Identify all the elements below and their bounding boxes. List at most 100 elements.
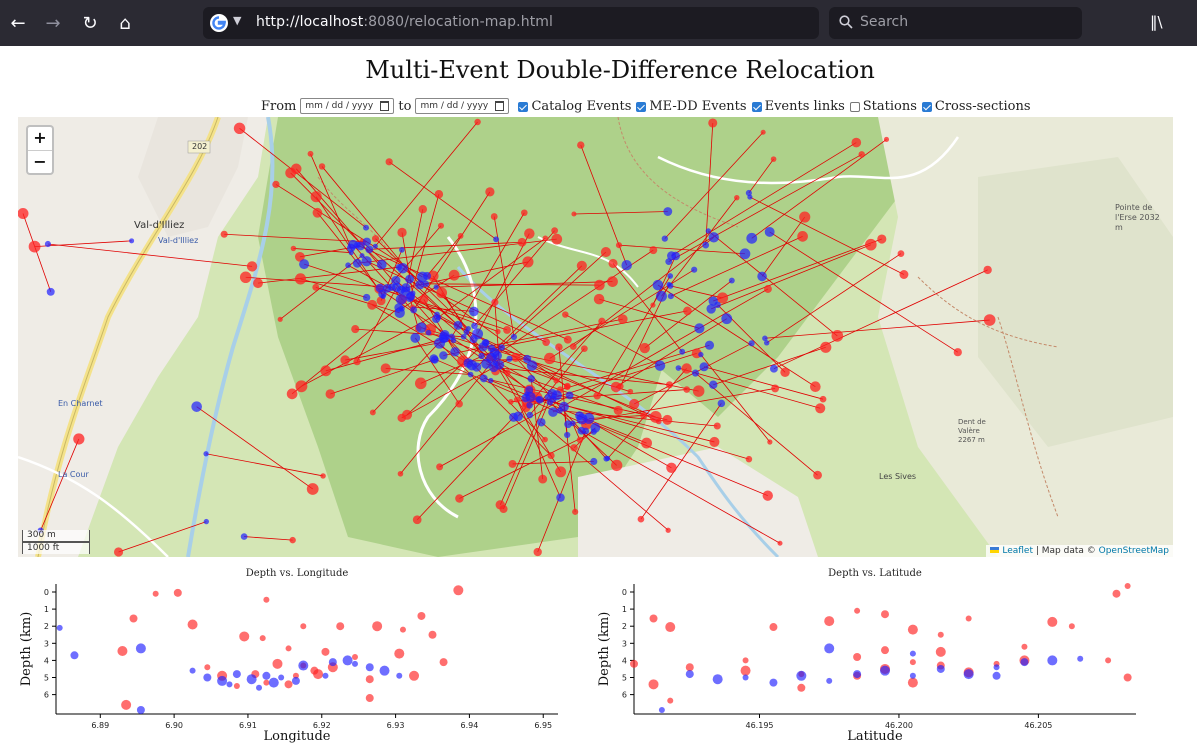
map-place-label: Dent de Valère 2267 m bbox=[958, 418, 986, 444]
medd-event-marker bbox=[439, 334, 449, 343]
event-link bbox=[537, 430, 587, 553]
medd-event-marker bbox=[548, 407, 558, 417]
data-point bbox=[135, 643, 146, 654]
medd-event-marker bbox=[582, 427, 590, 435]
catalog-event-marker bbox=[692, 385, 705, 397]
catalog-event-marker bbox=[18, 207, 29, 219]
medd-event-marker bbox=[708, 232, 719, 243]
data-point bbox=[909, 659, 916, 666]
scale-bar: 300 m 1000 ft bbox=[22, 530, 90, 554]
map-attribution: Leaflet | Map data © OpenStreetMap bbox=[986, 545, 1173, 557]
catalog-event-marker bbox=[564, 383, 571, 391]
medd-event-marker bbox=[506, 355, 513, 362]
checkbox-stations[interactable] bbox=[849, 102, 860, 112]
zoom-in-button[interactable]: + bbox=[28, 127, 52, 151]
from-date-input[interactable]: mm / dd / yyyy bbox=[300, 98, 395, 114]
data-point bbox=[993, 664, 1000, 671]
forward-icon[interactable]: → bbox=[45, 12, 61, 34]
catalog-event-marker bbox=[474, 118, 481, 126]
medd-event-marker bbox=[527, 375, 535, 383]
event-link bbox=[357, 244, 568, 341]
event-link bbox=[766, 253, 902, 344]
medd-event-marker bbox=[706, 304, 716, 314]
event-link bbox=[615, 318, 727, 388]
data-point bbox=[936, 664, 945, 673]
home-icon[interactable]: ⌂ bbox=[119, 12, 131, 34]
event-link bbox=[433, 358, 587, 425]
medd-event-marker bbox=[365, 245, 374, 254]
catalog-event-marker bbox=[522, 256, 534, 268]
catalog-event-marker bbox=[220, 230, 228, 238]
catalog-event-marker bbox=[831, 330, 844, 342]
catalog-event-marker bbox=[325, 389, 336, 399]
catalog-event-marker bbox=[524, 228, 535, 239]
y-tick-label: 6 bbox=[622, 691, 627, 700]
catalog-event-marker bbox=[369, 409, 376, 416]
data-point bbox=[1077, 655, 1084, 662]
to-date-input[interactable]: mm / dd / yyyy bbox=[415, 98, 510, 114]
catalog-event-marker bbox=[777, 540, 783, 546]
osm-link[interactable]: OpenStreetMap bbox=[1098, 546, 1169, 556]
event-link bbox=[375, 121, 478, 247]
catalog-event-marker bbox=[662, 414, 673, 425]
y-tick-label: 2 bbox=[622, 622, 627, 631]
medd-event-marker bbox=[746, 232, 758, 244]
chart-title: Depth vs. Longitude bbox=[246, 568, 349, 579]
medd-event-marker bbox=[129, 238, 135, 244]
calendar-icon[interactable] bbox=[380, 101, 390, 111]
medd-event-marker bbox=[460, 333, 467, 340]
x-axis-label: Latitude bbox=[847, 729, 903, 744]
catalog-event-marker bbox=[551, 227, 559, 235]
y-tick-label: 2 bbox=[44, 622, 49, 631]
back-icon[interactable]: ← bbox=[10, 12, 26, 34]
map-place-label: Val-d'Illiez bbox=[158, 236, 199, 245]
event-link bbox=[748, 158, 774, 194]
medd-event-marker bbox=[537, 418, 546, 427]
reload-icon[interactable]: ↻ bbox=[82, 12, 98, 34]
medd-event-marker bbox=[513, 411, 524, 422]
data-point bbox=[1021, 643, 1028, 650]
catalog-event-marker bbox=[594, 279, 605, 291]
leaflet-link[interactable]: Leaflet bbox=[1002, 546, 1033, 556]
data-point bbox=[56, 624, 63, 631]
checkbox-cross-sections[interactable] bbox=[921, 102, 932, 112]
checkbox-label-stations: Stations bbox=[862, 98, 917, 114]
catalog-event-marker bbox=[763, 285, 772, 293]
address-bar[interactable]: ▼ http://localhost:8080/relocation-map.h… bbox=[203, 7, 819, 39]
medd-event-marker bbox=[526, 360, 538, 371]
catalog-event-marker bbox=[571, 211, 577, 217]
medd-event-marker bbox=[675, 365, 682, 371]
medd-event-marker bbox=[590, 428, 597, 435]
map-place-label: En Charnet bbox=[58, 399, 103, 408]
event-map[interactable]: Val-d'Illiez Val-d'Illiez En Charnet La … bbox=[18, 117, 1173, 557]
calendar-icon[interactable] bbox=[495, 101, 505, 111]
event-link bbox=[291, 307, 399, 395]
medd-event-marker bbox=[472, 328, 484, 340]
map-place-label: Val-d'Illiez bbox=[134, 220, 185, 231]
checkbox-events-links[interactable] bbox=[751, 102, 762, 112]
catalog-event-marker bbox=[629, 398, 640, 410]
data-point bbox=[239, 631, 250, 642]
event-link bbox=[196, 406, 313, 490]
checkbox-medd-events[interactable] bbox=[636, 102, 647, 112]
catalog-event-marker bbox=[457, 233, 464, 239]
x-tick-label: 46.205 bbox=[1024, 721, 1052, 730]
catalog-event-marker bbox=[542, 436, 548, 443]
chevron-down-icon[interactable]: ▼ bbox=[233, 14, 242, 27]
medd-event-marker bbox=[747, 194, 753, 200]
library-icon[interactable]: ‖\ bbox=[1150, 13, 1163, 31]
catalog-event-marker bbox=[414, 377, 427, 390]
zoom-out-button[interactable]: − bbox=[33, 152, 47, 171]
road-number-label: 202 bbox=[192, 142, 208, 151]
medd-event-marker bbox=[605, 455, 611, 462]
checkbox-catalog-events[interactable] bbox=[518, 102, 529, 112]
medd-event-marker bbox=[44, 240, 51, 248]
catalog-event-marker bbox=[780, 367, 790, 378]
search-input[interactable]: Search bbox=[860, 14, 909, 30]
catalog-event-marker bbox=[760, 129, 766, 135]
catalog-event-marker bbox=[709, 436, 720, 447]
event-link bbox=[559, 410, 718, 427]
y-tick-label: 3 bbox=[622, 639, 627, 648]
search-bar[interactable]: Search bbox=[829, 7, 1082, 39]
event-link bbox=[661, 197, 738, 297]
